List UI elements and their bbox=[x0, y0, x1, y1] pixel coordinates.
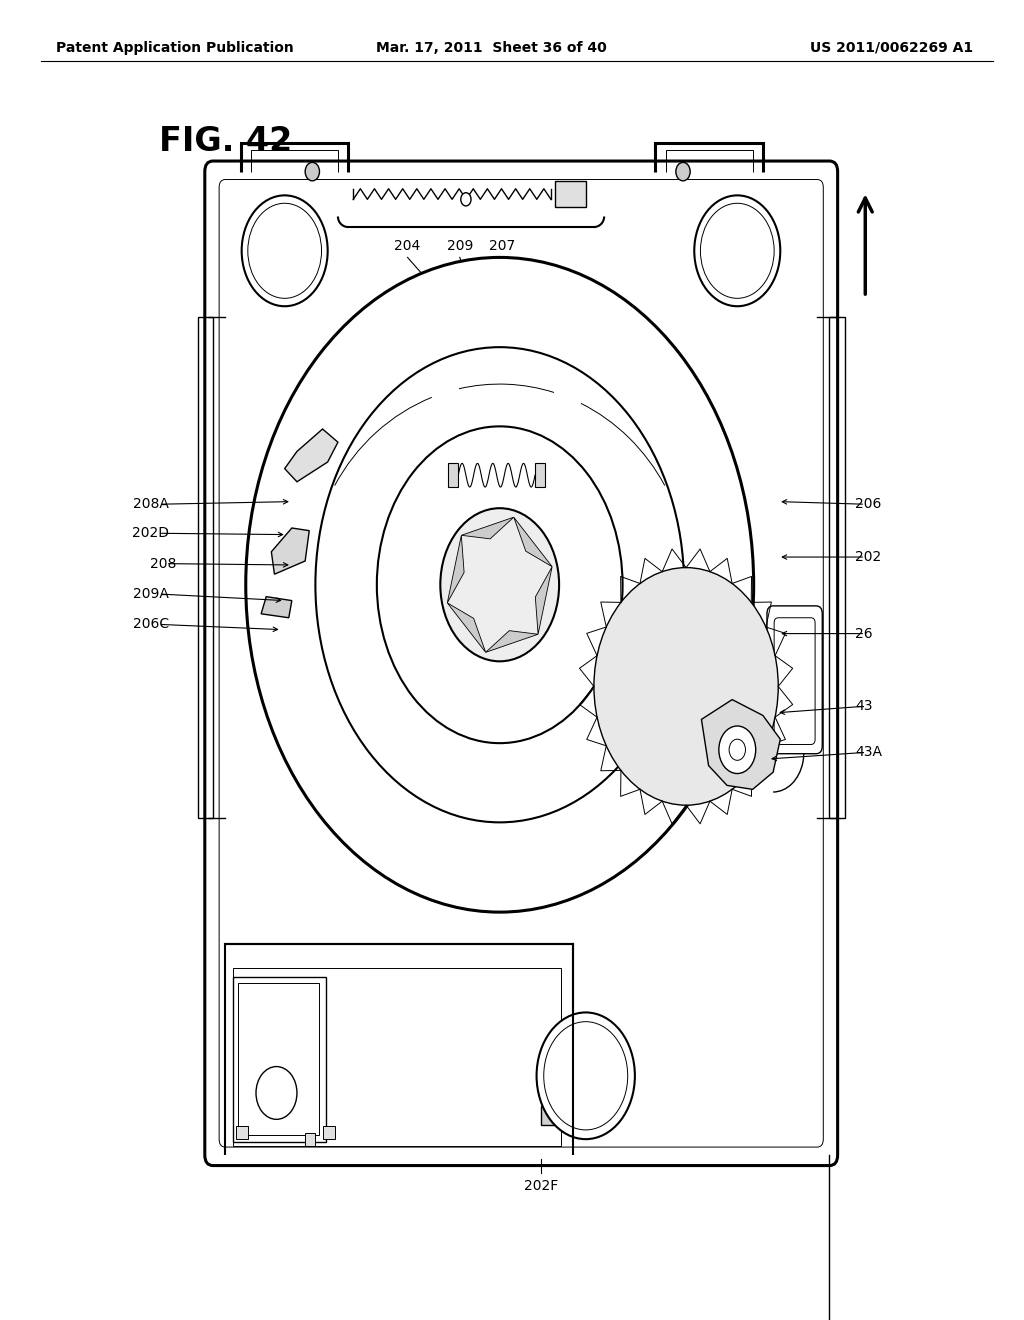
Text: Patent Application Publication: Patent Application Publication bbox=[56, 41, 294, 54]
Text: 207: 207 bbox=[488, 239, 515, 253]
Bar bbox=[449, 463, 459, 487]
Bar bbox=[238, 983, 319, 1135]
Polygon shape bbox=[485, 631, 538, 652]
Circle shape bbox=[246, 257, 754, 912]
Polygon shape bbox=[462, 517, 514, 539]
Polygon shape bbox=[536, 566, 552, 634]
Circle shape bbox=[248, 203, 322, 298]
Text: 209: 209 bbox=[446, 239, 473, 253]
Bar bbox=[233, 977, 326, 1142]
FancyBboxPatch shape bbox=[205, 161, 838, 1166]
Circle shape bbox=[544, 1022, 628, 1130]
Bar bbox=[305, 1133, 315, 1146]
Polygon shape bbox=[447, 536, 464, 603]
Bar bbox=[535, 463, 545, 487]
Text: 202D: 202D bbox=[132, 527, 169, 540]
Circle shape bbox=[729, 739, 745, 760]
Circle shape bbox=[461, 193, 471, 206]
Bar bbox=[233, 968, 561, 1146]
Text: 26: 26 bbox=[855, 627, 872, 640]
Polygon shape bbox=[285, 429, 338, 482]
Circle shape bbox=[305, 162, 319, 181]
Bar bbox=[198, 317, 213, 818]
Bar bbox=[555, 181, 586, 207]
Text: 204: 204 bbox=[394, 239, 421, 253]
Circle shape bbox=[594, 568, 778, 805]
Text: 202: 202 bbox=[855, 550, 882, 564]
Circle shape bbox=[719, 726, 756, 774]
Text: 209A: 209A bbox=[133, 587, 169, 601]
Text: 206C: 206C bbox=[133, 618, 169, 631]
Text: FIG. 42: FIG. 42 bbox=[159, 125, 292, 158]
Polygon shape bbox=[447, 603, 485, 652]
Polygon shape bbox=[271, 528, 309, 574]
Circle shape bbox=[242, 195, 328, 306]
Bar bbox=[236, 1126, 248, 1139]
Circle shape bbox=[377, 426, 623, 743]
Text: US 2011/0062269 A1: US 2011/0062269 A1 bbox=[810, 41, 973, 54]
Polygon shape bbox=[261, 597, 292, 618]
Text: 206: 206 bbox=[855, 498, 882, 511]
Text: Mar. 17, 2011  Sheet 36 of 40: Mar. 17, 2011 Sheet 36 of 40 bbox=[376, 41, 607, 54]
Bar bbox=[323, 1126, 335, 1139]
Circle shape bbox=[256, 1067, 297, 1119]
Polygon shape bbox=[514, 517, 552, 566]
Circle shape bbox=[440, 508, 559, 661]
Circle shape bbox=[537, 1012, 635, 1139]
Text: 208: 208 bbox=[150, 557, 176, 570]
Circle shape bbox=[315, 347, 684, 822]
Text: 208A: 208A bbox=[133, 498, 169, 511]
Text: 43: 43 bbox=[855, 700, 872, 713]
Text: 43A: 43A bbox=[855, 746, 882, 759]
Circle shape bbox=[676, 162, 690, 181]
Circle shape bbox=[700, 203, 774, 298]
Polygon shape bbox=[701, 700, 780, 789]
FancyBboxPatch shape bbox=[767, 606, 822, 754]
Bar bbox=[829, 317, 845, 818]
Circle shape bbox=[694, 195, 780, 306]
Text: 202F: 202F bbox=[523, 1179, 558, 1193]
Bar bbox=[541, 1106, 566, 1125]
